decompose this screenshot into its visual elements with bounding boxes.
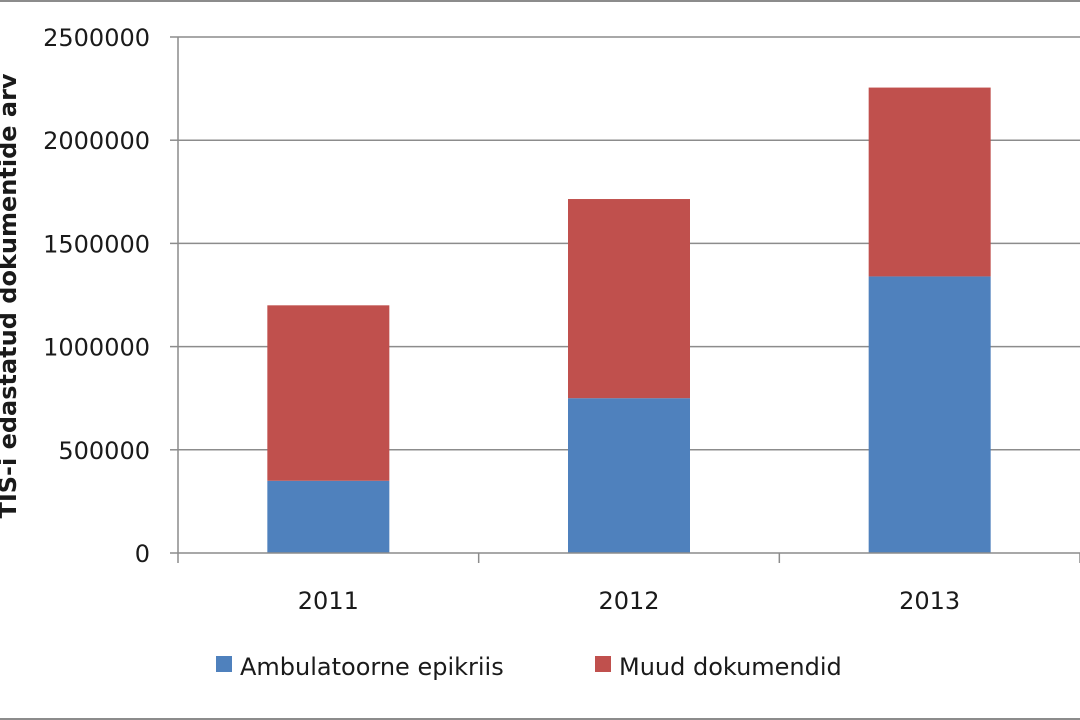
legend-label: Ambulatoorne epikriis: [240, 653, 504, 681]
bar-ambulatoorne-epikriis-2013: [868, 276, 991, 553]
legend: Ambulatoorne epikriis Muud dokumendid: [216, 653, 842, 681]
legend-label: Muud dokumendid: [619, 653, 842, 681]
bar-ambulatoorne-epikriis-2012: [568, 398, 690, 553]
bar-muud-dokumendid-2012: [568, 199, 690, 399]
y-tick-label: 1500000: [43, 230, 150, 258]
y-tick-label: 500000: [58, 437, 150, 465]
x-tick-label: 2013: [899, 587, 960, 615]
bar-muud-dokumendid-2013: [868, 87, 991, 277]
x-tick-labels: 2011 2012 2013: [298, 587, 960, 615]
x-tick-label: 2011: [298, 587, 359, 615]
y-tick-label: 2000000: [43, 127, 150, 155]
y-axis-label: TIS-i edastatud dokumentide arv: [0, 73, 22, 518]
bar-ambulatoorne-epikriis-2011: [267, 480, 390, 553]
y-tick-label: 1000000: [43, 334, 150, 362]
bars: [267, 87, 991, 553]
y-tick-label: 0: [135, 540, 150, 568]
y-tick-labels: 0 500000 1000000 1500000 2000000 2500000: [43, 24, 150, 568]
bar-muud-dokumendid-2011: [267, 305, 390, 481]
legend-swatch-muud-dokumendid: [595, 656, 611, 672]
legend-swatch-ambulatoorne-epikriis: [216, 656, 232, 672]
x-axis: [177, 552, 1080, 563]
y-tick-label: 2500000: [43, 24, 150, 52]
x-tick-label: 2012: [598, 587, 659, 615]
